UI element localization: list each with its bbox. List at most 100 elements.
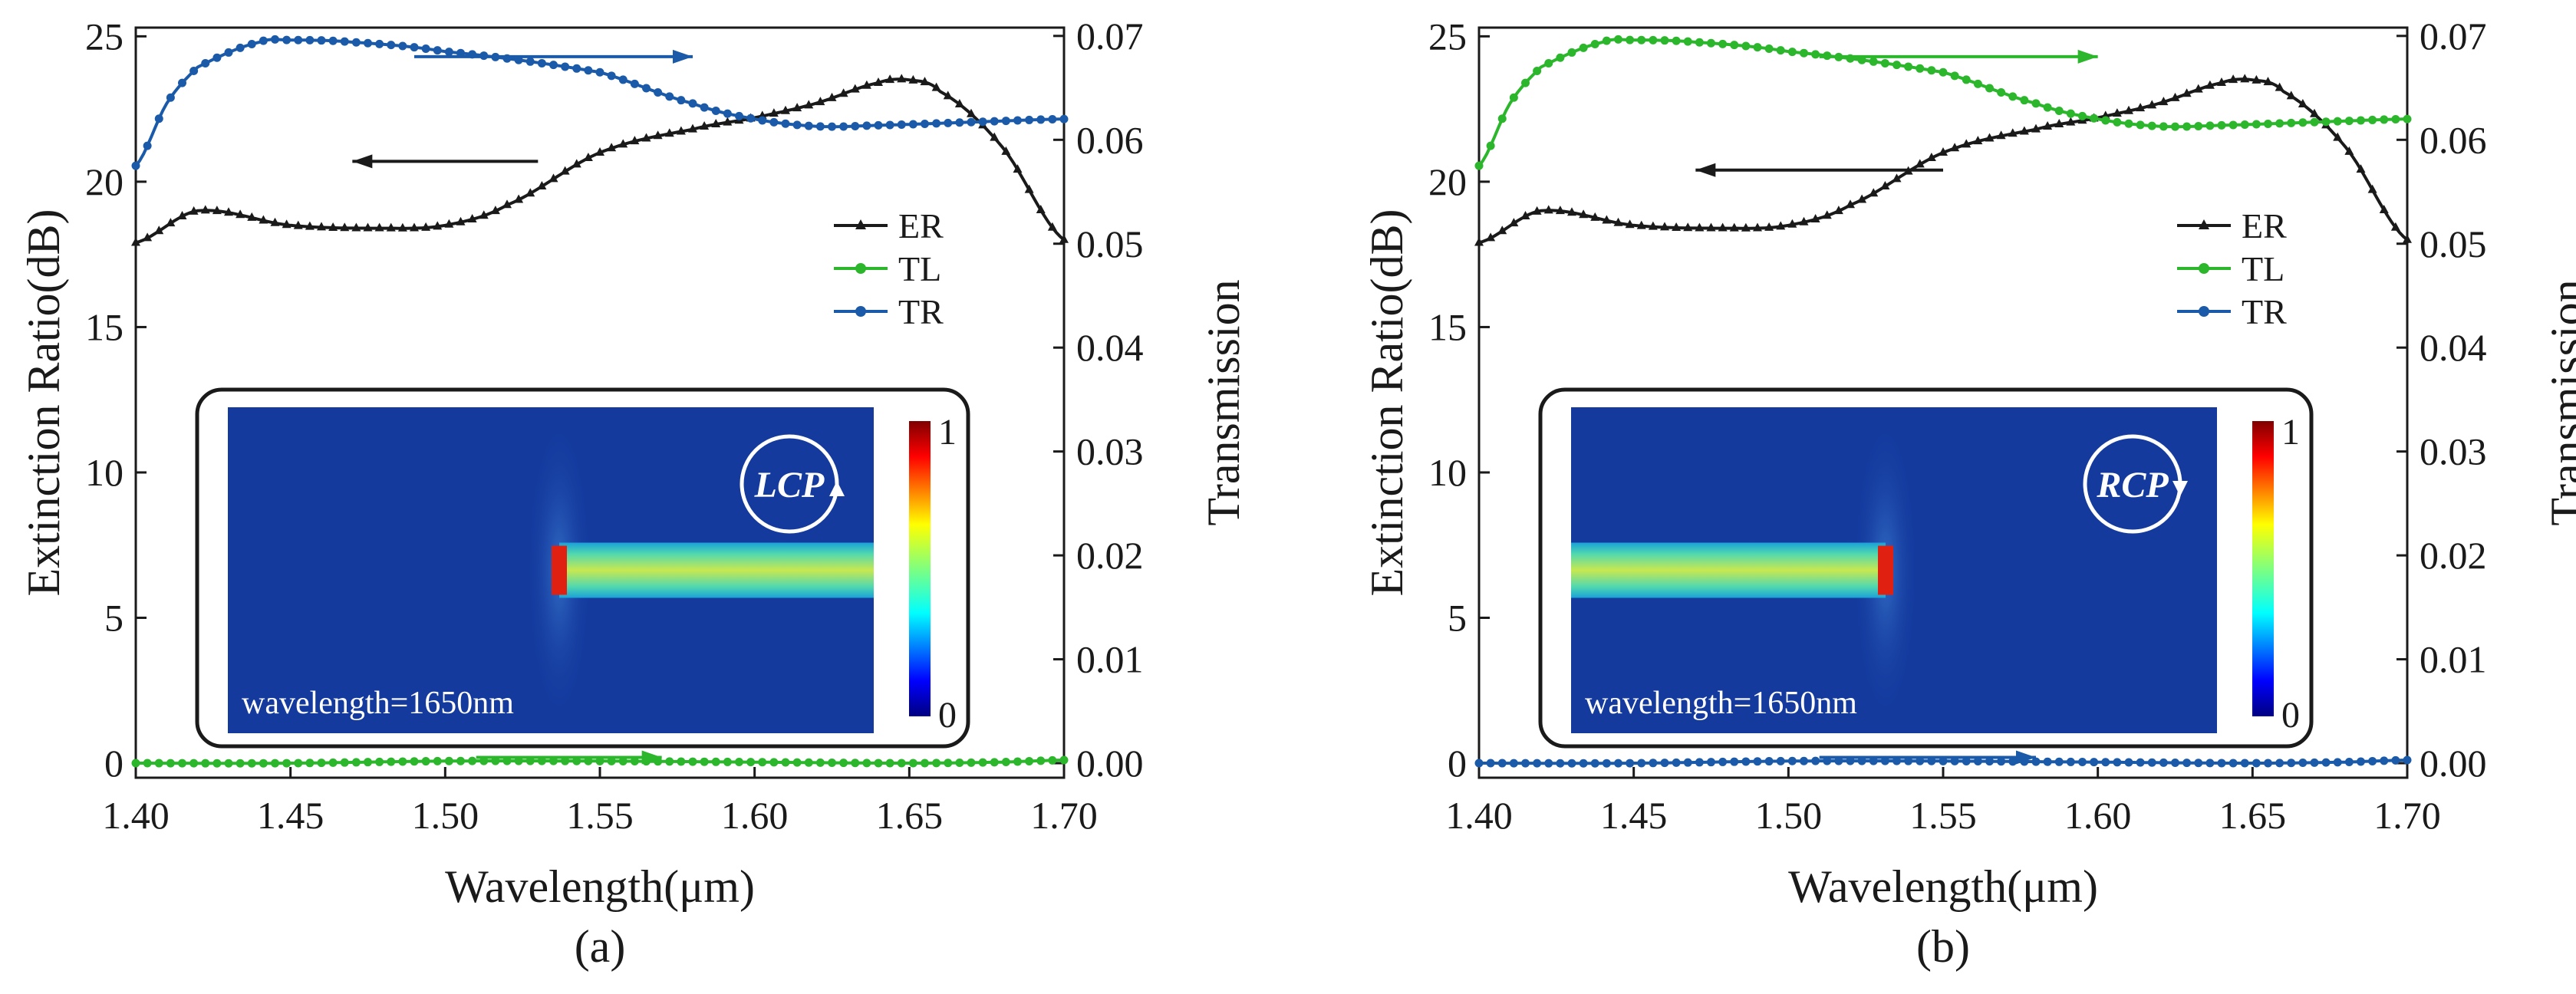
data-point-TR (1660, 759, 1669, 768)
data-point-TL (1707, 38, 1715, 48)
data-point-ER (2252, 74, 2261, 84)
polarization-label: LCP (754, 465, 825, 505)
data-point-ER (630, 136, 640, 145)
data-point-ER (1764, 222, 1774, 231)
data-point-TR (166, 93, 175, 102)
data-point-ER (224, 207, 233, 216)
data-point-ER (502, 199, 512, 209)
data-point-TR (433, 46, 442, 55)
arrow-right (414, 49, 693, 64)
data-point-ER (305, 221, 315, 230)
data-point-TL (2124, 119, 2133, 128)
arrow-right (476, 750, 662, 765)
data-point-ER (943, 91, 953, 100)
data-point-ER (479, 210, 489, 219)
data-point-TL (2031, 99, 2041, 108)
data-point-TL (1059, 755, 1069, 765)
data-point-ER (514, 194, 524, 203)
data-point-ER (1648, 221, 1658, 230)
legend-label-TR: TR (898, 292, 944, 331)
data-point-ER (2182, 88, 2192, 97)
data-point-TR (792, 120, 802, 130)
data-point-ER (1024, 184, 1034, 193)
data-point-TL (2159, 122, 2168, 131)
data-point-ER (131, 237, 140, 246)
data-point-TR (2380, 756, 2389, 765)
data-point-TR (700, 103, 709, 112)
data-point-ER (850, 84, 860, 93)
data-point-ER (2170, 92, 2180, 101)
x-tick-label: 1.70 (2373, 794, 2441, 837)
data-point-ER (340, 222, 350, 232)
data-point-ER (861, 80, 871, 89)
y2-tick-label: 0.05 (2420, 222, 2487, 265)
data-point-ER (1486, 232, 1496, 242)
data-point-TL (1521, 78, 1530, 87)
data-point-ER (1753, 222, 1762, 232)
data-point-TR (537, 58, 546, 67)
data-point-TL (2275, 119, 2284, 128)
data-point-ER (804, 100, 814, 109)
data-point-TR (2333, 758, 2342, 767)
data-point-TL (2368, 115, 2377, 124)
data-point-TL (2136, 120, 2145, 130)
data-point-TR (1950, 756, 1959, 765)
data-point-ER (595, 147, 604, 156)
data-point-ER (456, 216, 466, 225)
data-point-TL (143, 759, 152, 768)
data-point-TL (1497, 114, 1507, 123)
data-point-TR (328, 36, 338, 45)
waveguide-mode (1571, 542, 1886, 598)
polarization-arrow-icon (2172, 481, 2188, 496)
data-point-TR (2078, 758, 2087, 767)
data-point-ER (1869, 188, 1879, 197)
data-point-TR (1811, 756, 1820, 765)
data-point-TL (1590, 39, 1599, 48)
data-point-TL (1800, 48, 1808, 58)
x-tick-label: 1.60 (721, 794, 789, 837)
data-point-TR (828, 122, 836, 131)
data-point-TL (1637, 35, 1646, 44)
data-point-TL (572, 756, 581, 765)
data-point-TL (2101, 116, 2110, 125)
data-point-TL (2043, 103, 2052, 112)
data-point-TR (1695, 758, 1704, 767)
data-point-ER (827, 92, 837, 101)
data-point-TR (1787, 756, 1797, 765)
data-point-TR (1741, 757, 1751, 766)
data-point-TR (746, 114, 756, 123)
data-point-ER (838, 88, 848, 97)
data-point-TL (758, 758, 767, 767)
data-point-ER (1822, 210, 1832, 219)
series-TL (1474, 35, 2412, 170)
y2-tick-label: 0.02 (2420, 534, 2487, 577)
data-point-TR (955, 118, 964, 127)
x-tick-label: 1.50 (1755, 794, 1823, 837)
data-point-ER (1962, 139, 1972, 148)
data-point-ER (1973, 136, 1983, 145)
data-point-TL (2182, 122, 2192, 131)
data-point-TL (178, 759, 186, 768)
data-point-ER (386, 222, 396, 232)
data-point-TR (1962, 756, 1971, 765)
data-point-ER (1059, 234, 1069, 243)
data-point-TL (781, 758, 790, 767)
data-point-ER (2403, 234, 2412, 243)
data-point-TL (1048, 755, 1057, 765)
data-point-TL (978, 758, 987, 767)
data-point-TL (2217, 120, 2226, 130)
data-point-ER (1509, 218, 1519, 227)
data-point-TL (908, 759, 917, 768)
legend: ER TL TR (834, 206, 944, 331)
polarization-label: RCP (2096, 465, 2169, 505)
arrow-head-icon (641, 750, 662, 765)
data-point-TL (375, 757, 384, 766)
data-point-ER (931, 82, 941, 91)
data-point-TL (2171, 122, 2179, 131)
data-point-TL (630, 757, 639, 766)
data-point-ER (1555, 206, 1565, 215)
data-point-TR (908, 120, 917, 129)
data-point-TR (2054, 757, 2064, 766)
data-point-TR (189, 66, 199, 75)
data-point-ER (421, 222, 431, 231)
